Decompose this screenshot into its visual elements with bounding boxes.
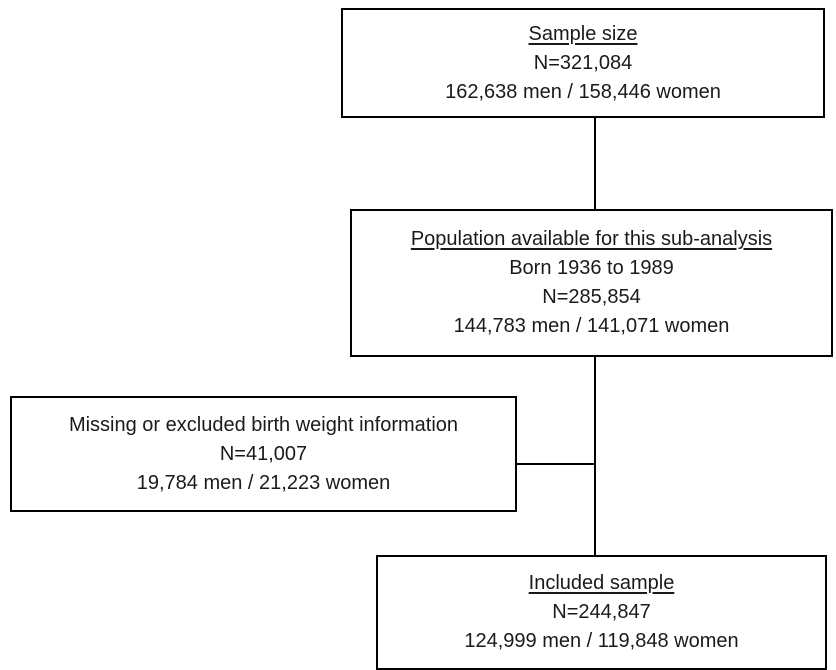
included-n: N=244,847 — [552, 601, 651, 623]
sample-size-n: N=321,084 — [533, 51, 633, 74]
sample-size-breakdown: 162,638 men / 158,446 women — [445, 80, 721, 103]
excluded-breakdown: 19,784 men / 21,223 women — [136, 471, 391, 494]
connector-sample-to-population — [594, 118, 596, 209]
sample-size-heading: Sample size — [528, 22, 638, 45]
connector-exclusion-branch — [517, 463, 595, 465]
population-breakdown: 144,783 men / 141,071 women — [453, 315, 730, 337]
included-breakdown: 124,999 men / 119,848 women — [464, 630, 739, 652]
population-subtitle: Born 1936 to 1989 — [509, 257, 674, 279]
population-n: N=285,854 — [542, 286, 641, 308]
excluded-n: N=41,007 — [219, 442, 308, 465]
population-box: Population available for this sub-analys… — [350, 209, 833, 357]
sample-size-box: Sample size N=321,084 162,638 men / 158,… — [341, 8, 825, 118]
included-box: Included sample N=244,847 124,999 men / … — [376, 555, 827, 670]
included-heading: Included sample — [528, 572, 675, 594]
excluded-box: Missing or excluded birth weight informa… — [10, 396, 517, 512]
connector-population-to-included — [594, 357, 596, 555]
excluded-heading: Missing or excluded birth weight informa… — [68, 413, 459, 436]
population-heading: Population available for this sub-analys… — [410, 228, 773, 250]
